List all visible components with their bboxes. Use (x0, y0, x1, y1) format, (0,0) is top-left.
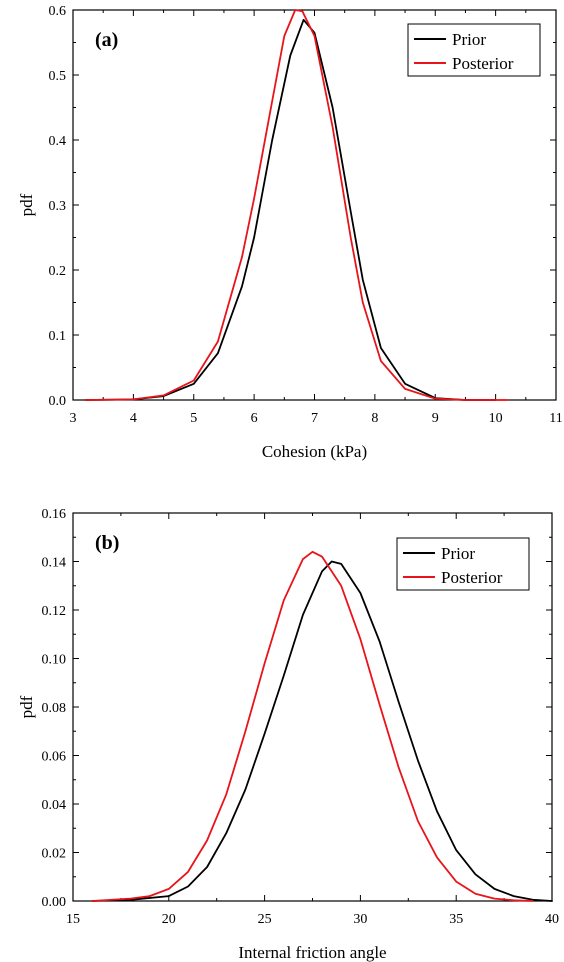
x-tick-label: 11 (549, 411, 562, 426)
y-tick-label: 0.02 (42, 847, 67, 862)
y-tick-label: 0.00 (42, 895, 67, 910)
legend: Prior Posterior (407, 23, 541, 77)
y-axis-label: pdf (17, 695, 36, 718)
x-tick-label: 20 (162, 912, 176, 927)
legend-label-prior: Prior (441, 544, 475, 563)
x-tick-label: 6 (251, 411, 258, 426)
y-tick-label: 0.5 (49, 69, 67, 84)
y-tick-label: 0.06 (42, 750, 67, 765)
y-tick-label: 0.04 (42, 798, 67, 813)
x-tick-label: 9 (432, 411, 439, 426)
y-tick-label: 0.10 (42, 653, 67, 668)
x-axis-label: Cohesion (kPa) (262, 442, 367, 461)
x-tick-label: 7 (311, 411, 318, 426)
x-tick-label: 5 (190, 411, 197, 426)
y-tick-label: 0.2 (49, 264, 67, 279)
legend-box (407, 23, 541, 77)
legend: Prior Posterior (396, 537, 530, 591)
y-tick-label: 0.1 (49, 329, 67, 344)
y-tick-label: 0.6 (49, 4, 67, 19)
x-tick-label: 3 (70, 411, 77, 426)
chart-panel-b: 15 20 25 30 35 40 0.00 0.02 0.04 0.06 0.08 0.10 0.12… (17, 507, 559, 962)
y-tick-label: 0.3 (49, 199, 67, 214)
x-tick-label: 25 (258, 912, 272, 927)
x-tick-label: 4 (130, 411, 137, 426)
y-tick-label: 0.14 (42, 556, 67, 571)
x-axis-label: Internal friction angle (238, 943, 386, 962)
legend-label-posterior: Posterior (452, 54, 514, 73)
y-tick-label: 0.12 (42, 604, 67, 619)
y-axis-label: pdf (17, 193, 36, 216)
series-line-prior (91, 560, 553, 902)
legend-box (396, 537, 530, 591)
x-tick-label: 8 (371, 411, 378, 426)
chart-panel-a: 3 4 5 6 7 8 9 10 11 0.0 0.1 0.2 0.3 0.4 0.5 0.6 Cohesion… (17, 4, 563, 461)
x-tick-label: 40 (545, 912, 559, 927)
panel-label: (a) (95, 29, 118, 51)
series-line-posterior (91, 550, 534, 902)
x-tick-label: 35 (449, 912, 463, 927)
y-tick-label: 0.08 (42, 701, 67, 716)
y-tick-label: 0.16 (42, 507, 67, 522)
series-line-posterior (84, 9, 509, 401)
y-tick-label: 0.0 (49, 394, 67, 409)
series-line-prior (84, 18, 497, 401)
legend-label-prior: Prior (452, 30, 486, 49)
legend-label-posterior: Posterior (441, 568, 503, 587)
x-tick-label: 10 (489, 411, 503, 426)
x-tick-label: 15 (66, 912, 80, 927)
x-tick-label: 30 (353, 912, 367, 927)
y-tick-label: 0.4 (49, 134, 67, 149)
panel-label: (b) (95, 532, 119, 554)
